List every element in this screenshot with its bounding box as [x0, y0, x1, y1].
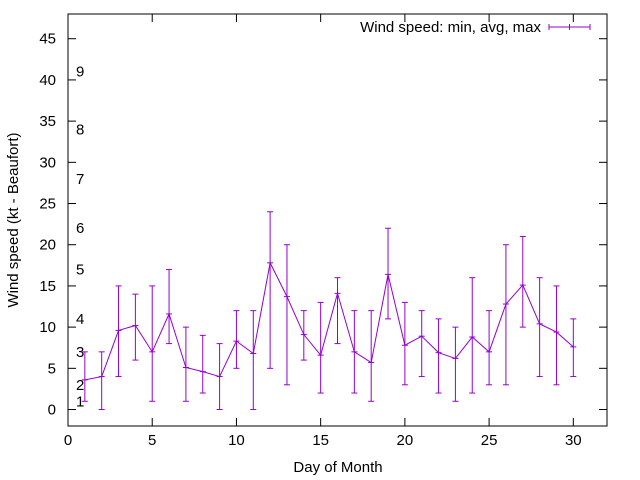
legend-label: Wind speed: min, avg, max: [360, 19, 541, 36]
x-tick-label: 10: [228, 432, 245, 449]
x-tick-label: 20: [397, 432, 414, 449]
y-tick-label: 25: [39, 196, 56, 213]
legend-sample: [548, 24, 591, 30]
beaufort-label: 8: [76, 121, 84, 138]
y-tick-label: 30: [39, 154, 56, 171]
y-tick-label: 15: [39, 278, 56, 295]
series-line-group: [84, 261, 574, 381]
beaufort-label: 9: [76, 64, 84, 81]
y-tick-label: 35: [39, 113, 56, 130]
plot-border: [67, 13, 608, 427]
x-axis-ticks: 0 5 10 15 20 25 30: [64, 14, 582, 449]
y-tick-label: 10: [39, 319, 56, 336]
beaufort-label: 3: [76, 344, 84, 361]
beaufort-scale-labels: 12 3 4 5 6 7 8 9: [76, 64, 84, 411]
x-tick-label: 25: [481, 432, 498, 449]
plot-frame: [67, 13, 608, 427]
x-tick-label: 0: [64, 432, 72, 449]
y-axis-label: Wind speed (kt - Beaufort): [5, 132, 22, 307]
x-axis-label: Day of Month: [293, 459, 382, 476]
y-tick-label: 5: [48, 360, 56, 377]
x-tick-label: 30: [565, 432, 582, 449]
y-tick-label: 0: [48, 402, 56, 419]
avg-series-line: [84, 261, 574, 381]
legend: Wind speed: min, avg, max: [360, 19, 591, 36]
y-tick-label: 45: [39, 31, 56, 48]
beaufort-label: 6: [76, 220, 84, 237]
beaufort-label: 4: [76, 311, 84, 328]
y-tick-label: 20: [39, 237, 56, 254]
x-tick-label: 15: [312, 432, 329, 449]
y-tick-label: 40: [39, 72, 56, 89]
beaufort-label: 1: [76, 393, 84, 410]
x-tick-label: 5: [148, 432, 156, 449]
beaufort-label: 7: [76, 171, 84, 188]
beaufort-label: 2: [76, 377, 84, 394]
beaufort-label: 5: [76, 261, 84, 278]
